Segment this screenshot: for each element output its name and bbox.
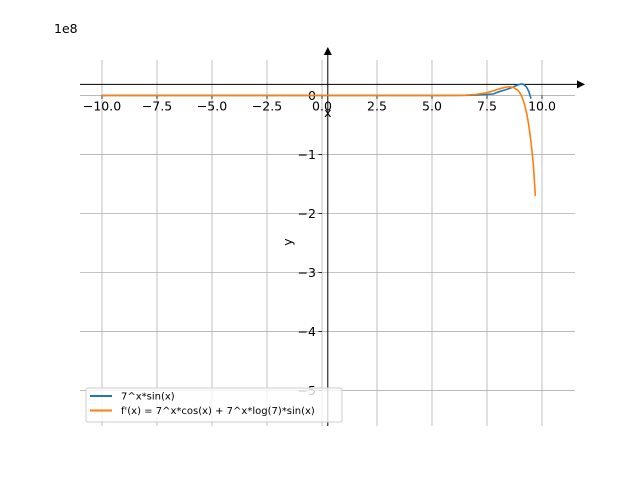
legend-box — [85, 387, 343, 423]
legend-label-1: 7^x*sin(x) — [121, 392, 175, 403]
series-line-1 — [102, 83, 532, 99]
x-tick-label: 2.5 — [367, 98, 387, 113]
x-tick-label: −7.5 — [142, 98, 172, 113]
x-axis-arrow-icon — [577, 80, 585, 89]
y-tick-label: −4 — [298, 324, 316, 339]
y-axis-label: y — [280, 238, 295, 246]
y-tick-label: −2 — [298, 206, 316, 221]
legend-label-2: f'(x) = 7^x*cos(x) + 7^x*log(7)*sin(x) — [121, 406, 315, 417]
y-axis-arrow-icon — [323, 47, 332, 55]
legend: 7^x*sin(x) f'(x) = 7^x*cos(x) + 7^x*log(… — [85, 387, 343, 423]
x-tick-label: 5.0 — [422, 98, 442, 113]
x-tick-label: 10.0 — [528, 98, 556, 113]
series-line-2 — [102, 85, 537, 197]
x-tick-label: 7.5 — [477, 98, 497, 113]
x-tick-label: −10.0 — [83, 98, 121, 113]
y-tick-label: −3 — [298, 265, 316, 280]
series — [102, 83, 537, 197]
x-ticks: −10.0 −7.5 −5.0 −2.5 0.0 2.5 5.0 7.5 10.0 — [83, 95, 556, 113]
y-tick-label: −1 — [298, 147, 316, 162]
offset-text: 1e8 — [54, 21, 78, 36]
x-tick-label: −2.5 — [252, 98, 282, 113]
axes-spines — [80, 47, 585, 426]
y-ticks: 0−1−2−3−4−5 — [298, 88, 322, 398]
x-tick-label: −5.0 — [197, 98, 227, 113]
x-axis-label: x — [324, 105, 331, 120]
x-tick-label: 0.0 — [312, 98, 332, 113]
